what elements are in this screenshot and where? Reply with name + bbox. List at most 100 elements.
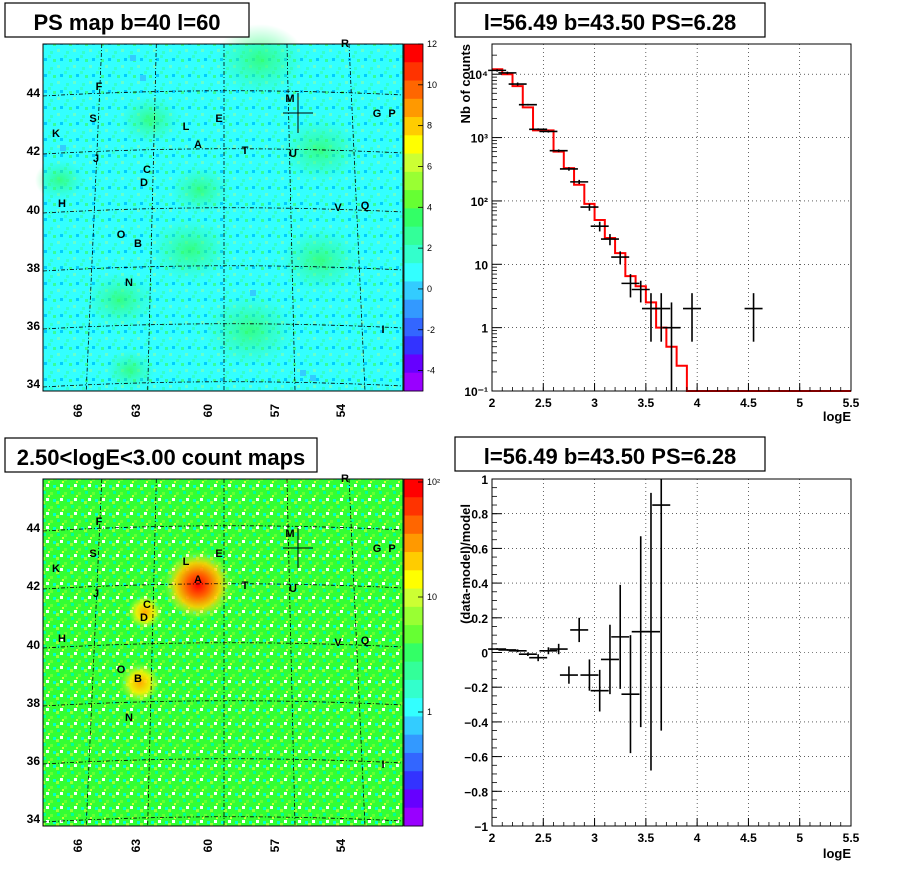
source-label-N: N xyxy=(125,712,133,724)
x-tick-label: 3 xyxy=(591,831,598,845)
x-axis-label: logE xyxy=(823,846,851,861)
y-tick-label: 0 xyxy=(481,647,488,661)
map-emission-patch xyxy=(280,118,360,182)
y-axis-label: (data-model)/model xyxy=(458,504,473,624)
colorbar-segment xyxy=(404,479,423,498)
colorbar-segment xyxy=(404,533,423,553)
y-tick-label: 0.8 xyxy=(471,508,488,522)
map-image-1 xyxy=(43,479,403,826)
colorbar-label: 8 xyxy=(427,121,432,131)
map-meridian-line xyxy=(85,43,103,392)
source-label-H: H xyxy=(58,633,66,645)
x-tick-label: 3 xyxy=(591,396,598,410)
colorbar-segment xyxy=(404,336,423,355)
colorbar-label: 10² xyxy=(427,477,440,487)
colorbar-segment xyxy=(404,98,423,118)
source-label-N: N xyxy=(125,277,133,289)
colorbar-segment xyxy=(404,263,423,282)
map-x-tick-label: 60 xyxy=(201,404,215,418)
source-label-F: F xyxy=(96,81,103,93)
colorbar-segment xyxy=(404,153,423,173)
source-label-K: K xyxy=(52,128,60,140)
colorbar-label: 2 xyxy=(427,243,432,253)
colorbar-segment xyxy=(404,44,423,63)
map-meridian-line xyxy=(286,43,296,392)
source-label-O: O xyxy=(117,664,126,676)
map-parallel-line xyxy=(42,700,404,707)
hot-spot-A xyxy=(164,551,232,619)
colorbar-label: 12 xyxy=(427,39,437,49)
colorbar-segment xyxy=(404,226,423,246)
colorbar-segment xyxy=(404,789,423,809)
source-label-M: M xyxy=(285,528,294,540)
source-label-K: K xyxy=(52,563,60,575)
source-label-D: D xyxy=(140,177,148,189)
map-x-tick-label: 63 xyxy=(129,404,143,418)
map-emission-patch xyxy=(35,160,85,200)
map-low-pixel xyxy=(140,75,146,81)
colorbar-label: 6 xyxy=(427,161,432,171)
map-y-tick-label: 42 xyxy=(27,579,41,593)
source-label-E: E xyxy=(215,548,222,560)
residual-panel: 2 2.5 3 3.5 4 4.5 5 5.5 −1 −0.8 −0.6 −0.4 −0.2 0 0.2 0.… xyxy=(458,473,860,861)
map-title-0-box xyxy=(4,2,250,38)
colorbar-segment xyxy=(404,80,423,100)
map-low-pixel xyxy=(250,290,256,296)
map-low-pixel xyxy=(310,375,316,381)
map-parallel-line xyxy=(42,525,404,532)
x-tick-label: 4.5 xyxy=(740,831,757,845)
colorbar-segment xyxy=(404,515,423,535)
x-tick-label: 2 xyxy=(489,831,496,845)
y-tick-label: 0.2 xyxy=(471,612,488,626)
map-parallel-line xyxy=(42,207,404,214)
source-label-I: I xyxy=(381,759,384,771)
colorbar-segment xyxy=(404,244,423,264)
map-y-tick-label: 42 xyxy=(27,144,41,158)
map-parallel-line xyxy=(42,583,404,590)
source-label-L: L xyxy=(183,556,190,568)
source-label-T: T xyxy=(242,145,249,157)
map-emission-patch xyxy=(85,272,155,328)
x-tick-label: 2 xyxy=(489,396,496,410)
y-tick-label: −1 xyxy=(474,820,488,834)
y-axis-label: Nb of counts xyxy=(458,44,473,123)
map-x-tick-label: 57 xyxy=(268,839,282,853)
x-tick-label: 4.5 xyxy=(740,396,757,410)
y-tick-label: 1 xyxy=(481,473,488,487)
colorbar-segment xyxy=(404,190,423,209)
colorbar-label: 0 xyxy=(427,284,432,294)
map-low-pixel xyxy=(300,370,306,376)
source-label-M: M xyxy=(285,93,294,105)
colorbar-segment xyxy=(404,372,423,392)
x-tick-label: 2.5 xyxy=(535,831,552,845)
map-parallel-line xyxy=(42,816,404,823)
source-label-Q: Q xyxy=(361,635,370,647)
colorbar-segment xyxy=(404,62,423,82)
colorbar-segment xyxy=(404,734,423,754)
map-low-pixel xyxy=(130,55,136,61)
map-meridian-line xyxy=(147,43,157,392)
hot-spot-CD xyxy=(128,595,162,629)
map-x-tick-label: 66 xyxy=(71,839,85,853)
colorbar-segment xyxy=(404,771,423,790)
map-x-tick-label: 63 xyxy=(129,839,143,853)
colorbar-segment xyxy=(404,117,423,136)
colorbar-label: -2 xyxy=(427,325,435,335)
map-y-tick-label: 34 xyxy=(27,377,41,391)
y-tick-label: −0.4 xyxy=(464,716,488,730)
colorbar-segment xyxy=(404,552,423,571)
map-parallel-line xyxy=(42,381,404,388)
x-tick-label: 5.5 xyxy=(843,831,860,845)
source-label-Q: Q xyxy=(361,200,370,212)
y-tick-label: 10³ xyxy=(471,132,488,146)
colorbar-segment xyxy=(404,625,423,644)
source-label-O: O xyxy=(117,229,126,241)
colorbar-segment xyxy=(404,679,423,699)
map-title-1: 2.50<logE<3.00 count maps xyxy=(17,445,306,470)
colorbar-segment xyxy=(404,606,423,626)
source-label-G: G xyxy=(373,543,382,555)
source-label-J: J xyxy=(93,153,99,165)
x-tick-label: 3.5 xyxy=(638,396,655,410)
source-label-U: U xyxy=(289,583,297,595)
